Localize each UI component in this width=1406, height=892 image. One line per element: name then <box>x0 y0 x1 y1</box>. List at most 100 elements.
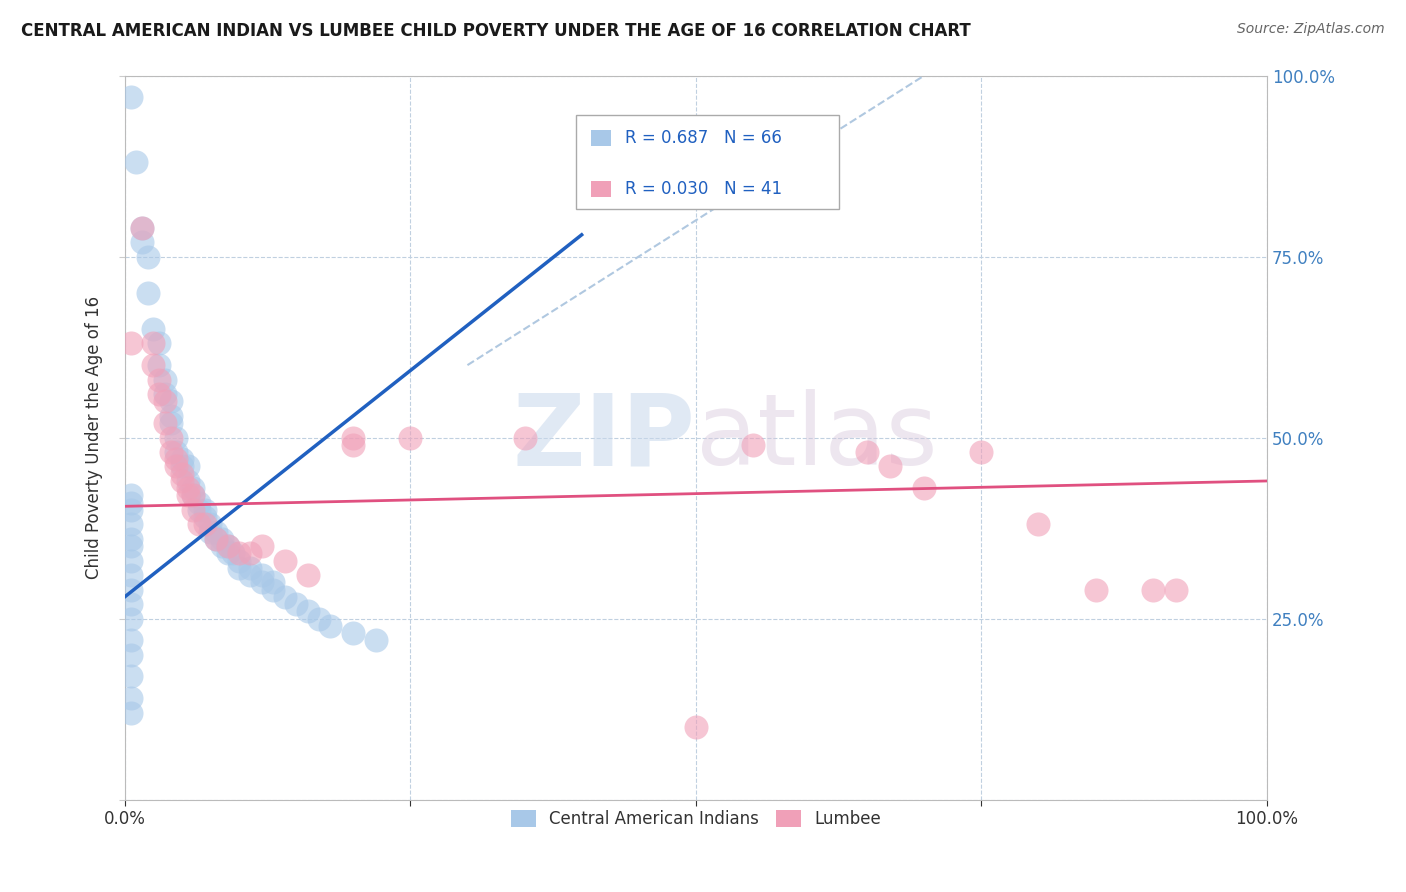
Point <box>217 546 239 560</box>
Point <box>120 582 142 597</box>
Point <box>285 597 308 611</box>
Point <box>120 496 142 510</box>
Point <box>125 155 148 169</box>
Point <box>159 416 181 430</box>
Point <box>188 496 211 510</box>
Point <box>188 517 211 532</box>
Point <box>1028 517 1050 532</box>
Point <box>120 90 142 104</box>
Point <box>120 669 142 683</box>
Point <box>205 532 228 546</box>
Point <box>183 488 205 502</box>
Point <box>159 445 181 459</box>
Point <box>250 539 273 553</box>
Point <box>153 387 176 401</box>
Point <box>120 706 142 720</box>
Point <box>136 285 159 300</box>
Point <box>120 488 142 502</box>
Point <box>1142 582 1164 597</box>
Point <box>159 394 181 409</box>
Point <box>120 539 142 553</box>
Point <box>120 568 142 582</box>
Point <box>183 481 205 495</box>
Point <box>142 336 165 351</box>
Point <box>183 488 205 502</box>
Point <box>120 691 142 706</box>
Point <box>170 459 193 474</box>
Point <box>176 459 198 474</box>
Point <box>742 438 765 452</box>
Point <box>1084 582 1107 597</box>
Point <box>120 611 142 625</box>
Point <box>211 539 233 553</box>
Point <box>142 358 165 372</box>
Point <box>183 503 205 517</box>
Point <box>200 517 222 532</box>
Point <box>200 524 222 539</box>
Point <box>165 430 187 444</box>
Point <box>131 220 153 235</box>
Point <box>239 546 262 560</box>
Point <box>165 445 187 459</box>
Point <box>250 568 273 582</box>
Point <box>194 517 217 532</box>
Point <box>274 553 297 567</box>
Point <box>222 546 245 560</box>
Point <box>194 503 217 517</box>
Point <box>148 358 170 372</box>
Legend: Central American Indians, Lumbee: Central American Indians, Lumbee <box>505 803 887 835</box>
FancyBboxPatch shape <box>591 130 610 145</box>
Point <box>170 474 193 488</box>
Point <box>120 532 142 546</box>
Point <box>297 568 319 582</box>
Point <box>170 452 193 467</box>
Point <box>165 452 187 467</box>
Point <box>217 539 239 553</box>
Point <box>399 430 422 444</box>
Point <box>308 611 330 625</box>
Point <box>297 604 319 618</box>
Point <box>879 459 901 474</box>
Point <box>153 394 176 409</box>
Point <box>262 575 284 590</box>
Point <box>319 619 342 633</box>
Point <box>148 387 170 401</box>
Point <box>513 430 536 444</box>
Point <box>856 445 879 459</box>
Point <box>153 416 176 430</box>
Point <box>364 633 387 648</box>
Point <box>142 322 165 336</box>
FancyBboxPatch shape <box>591 181 610 197</box>
Point <box>148 336 170 351</box>
Point <box>1164 582 1187 597</box>
Point <box>912 481 935 495</box>
Text: CENTRAL AMERICAN INDIAN VS LUMBEE CHILD POVERTY UNDER THE AGE OF 16 CORRELATION : CENTRAL AMERICAN INDIAN VS LUMBEE CHILD … <box>21 22 970 40</box>
Point <box>239 561 262 575</box>
Text: ZIP: ZIP <box>513 389 696 486</box>
Point <box>274 590 297 604</box>
Point <box>159 409 181 423</box>
Point <box>148 373 170 387</box>
Point <box>120 517 142 532</box>
Point <box>239 568 262 582</box>
Point <box>228 561 250 575</box>
Point <box>120 336 142 351</box>
Point <box>120 633 142 648</box>
Point <box>153 373 176 387</box>
Text: atlas: atlas <box>696 389 938 486</box>
Point <box>250 575 273 590</box>
Point <box>217 539 239 553</box>
Point <box>131 220 153 235</box>
Point <box>342 430 364 444</box>
Point <box>205 532 228 546</box>
Point <box>188 503 211 517</box>
Point <box>685 720 707 734</box>
Point <box>211 532 233 546</box>
FancyBboxPatch shape <box>576 115 838 210</box>
Point <box>170 467 193 481</box>
Point <box>159 430 181 444</box>
Point <box>120 597 142 611</box>
Point <box>176 481 198 495</box>
Point <box>165 459 187 474</box>
Y-axis label: Child Poverty Under the Age of 16: Child Poverty Under the Age of 16 <box>86 296 103 579</box>
